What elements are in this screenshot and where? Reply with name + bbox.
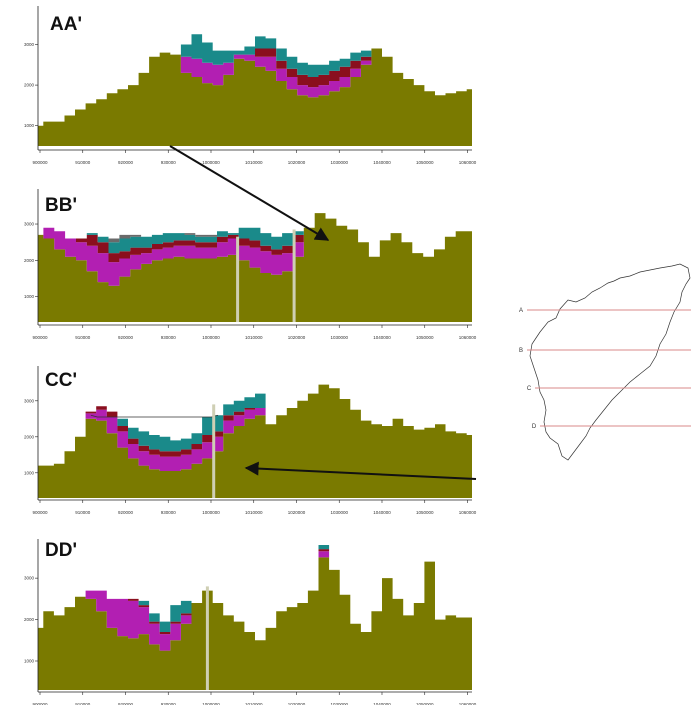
x-tick-label: 930000 — [161, 702, 177, 705]
x-tick-label: 1000000 — [202, 702, 220, 705]
x-tick-label: 1010000 — [245, 702, 263, 705]
magenta-layer — [38, 213, 472, 286]
section-bb-title: BB' — [45, 195, 77, 216]
x-tick-label: 1050000 — [416, 160, 434, 165]
axes: 1000 2000 3000 900000 910000 920000 930000 1000… — [24, 539, 477, 705]
stacked-layers — [38, 34, 472, 146]
y-tick-label: 3000 — [24, 398, 35, 403]
x-tick-label: 910000 — [75, 510, 91, 515]
x-tick-label: 1020000 — [288, 510, 306, 515]
x-tick-label: 920000 — [118, 335, 134, 340]
x-tick-label: 1000000 — [202, 335, 220, 340]
x-tick-label: 1050000 — [416, 510, 434, 515]
x-tick-label: 1040000 — [373, 510, 391, 515]
y-tick-label: 2000 — [24, 434, 35, 439]
well-bar — [292, 229, 296, 322]
y-tick-label: 2000 — [24, 83, 35, 88]
x-tick-label: 910000 — [75, 702, 91, 705]
x-tick-label: 1040000 — [373, 160, 391, 165]
location-map: A B C D — [519, 263, 691, 461]
section-bb-panel: 1000 2000 3000 900000 910000 920000 930000 1000… — [24, 189, 477, 340]
terrain-area — [38, 48, 472, 146]
arrow-map-to-cc — [244, 461, 477, 480]
well-bar — [236, 236, 240, 322]
x-tick-label: 1010000 — [245, 510, 263, 515]
map-section-label: C — [527, 386, 532, 392]
gray-layer — [38, 213, 472, 257]
x-tick-label: 1060000 — [459, 510, 477, 515]
x-tick-label: 930000 — [161, 510, 177, 515]
teal-layer — [38, 384, 472, 466]
x-tick-label: 920000 — [118, 702, 134, 705]
y-tick-label: 1000 — [24, 294, 35, 299]
x-tick-label: 1030000 — [330, 702, 348, 705]
map-section-label: A — [519, 308, 523, 314]
terrain-area — [38, 557, 472, 690]
magenta-layer — [38, 48, 472, 126]
well-bar — [205, 586, 209, 690]
x-tick-label: 1010000 — [245, 335, 263, 340]
y-tick-label: 3000 — [24, 576, 35, 581]
axes: 1000 2000 3000 900000 910000 920000 930000 1000… — [24, 6, 477, 165]
stacked-layers — [38, 213, 472, 322]
terrain-area — [38, 384, 472, 498]
y-tick-label: 3000 — [24, 42, 35, 47]
x-tick-label: 920000 — [118, 510, 134, 515]
maroon-layer — [38, 213, 472, 263]
x-tick-label: 910000 — [75, 160, 91, 165]
x-tick-label: 1030000 — [330, 160, 348, 165]
well-bar — [212, 404, 216, 498]
y-tick-label: 2000 — [24, 258, 35, 263]
y-tick-label: 1000 — [24, 659, 35, 664]
section-cc-title: CC' — [45, 370, 77, 391]
x-tick-label: 900000 — [32, 335, 48, 340]
y-tick-label: 1000 — [24, 123, 35, 128]
x-tick-label: 1000000 — [202, 510, 220, 515]
teal-layer — [38, 213, 472, 257]
x-tick-label: 920000 — [118, 160, 134, 165]
x-tick-label: 900000 — [32, 160, 48, 165]
section-aa-title: AA' — [50, 14, 82, 35]
x-tick-label: 1040000 — [373, 335, 391, 340]
x-tick-label: 910000 — [75, 335, 91, 340]
y-tick-label: 2000 — [24, 617, 35, 622]
x-tick-label: 1050000 — [416, 335, 434, 340]
x-tick-label: 1020000 — [288, 335, 306, 340]
x-tick-label: 930000 — [161, 160, 177, 165]
section-aa-panel: 1000 2000 3000 900000 910000 920000 930000 1000… — [24, 6, 477, 165]
map-section-label: B — [519, 348, 523, 354]
y-tick-label: 3000 — [24, 222, 35, 227]
section-dd-title: DD' — [45, 540, 77, 561]
x-tick-label: 1020000 — [288, 702, 306, 705]
map-section-label: D — [532, 424, 537, 430]
region-outline — [529, 263, 691, 461]
section-cc-panel: 1000 2000 3000 900000 910000 920000 930000 1000… — [24, 366, 477, 515]
x-tick-label: 1030000 — [330, 510, 348, 515]
x-tick-label: 1060000 — [459, 160, 477, 165]
x-tick-label: 1060000 — [459, 702, 477, 705]
x-tick-label: 900000 — [32, 510, 48, 515]
stacked-layers — [38, 384, 472, 498]
terrain-area — [38, 213, 472, 322]
stacked-layers — [38, 545, 472, 690]
x-tick-label: 900000 — [32, 702, 48, 705]
x-tick-label: 1060000 — [459, 335, 477, 340]
x-tick-label: 930000 — [161, 335, 177, 340]
x-tick-label: 1050000 — [416, 702, 434, 705]
x-tick-label: 1010000 — [245, 160, 263, 165]
section-dd-panel: 1000 2000 3000 900000 910000 920000 930000 1000… — [24, 539, 477, 705]
axes: 1000 2000 3000 900000 910000 920000 930000 1000… — [24, 189, 477, 340]
arrow-aa-to-bb — [169, 145, 330, 241]
x-tick-label: 1020000 — [288, 160, 306, 165]
x-tick-label: 1000000 — [202, 160, 220, 165]
x-tick-label: 1040000 — [373, 702, 391, 705]
axes: 1000 2000 3000 900000 910000 920000 930000 1000… — [24, 366, 477, 515]
y-tick-label: 1000 — [24, 470, 35, 475]
x-tick-label: 1030000 — [330, 335, 348, 340]
teal-layer — [38, 34, 472, 126]
magenta-layer — [38, 551, 472, 651]
